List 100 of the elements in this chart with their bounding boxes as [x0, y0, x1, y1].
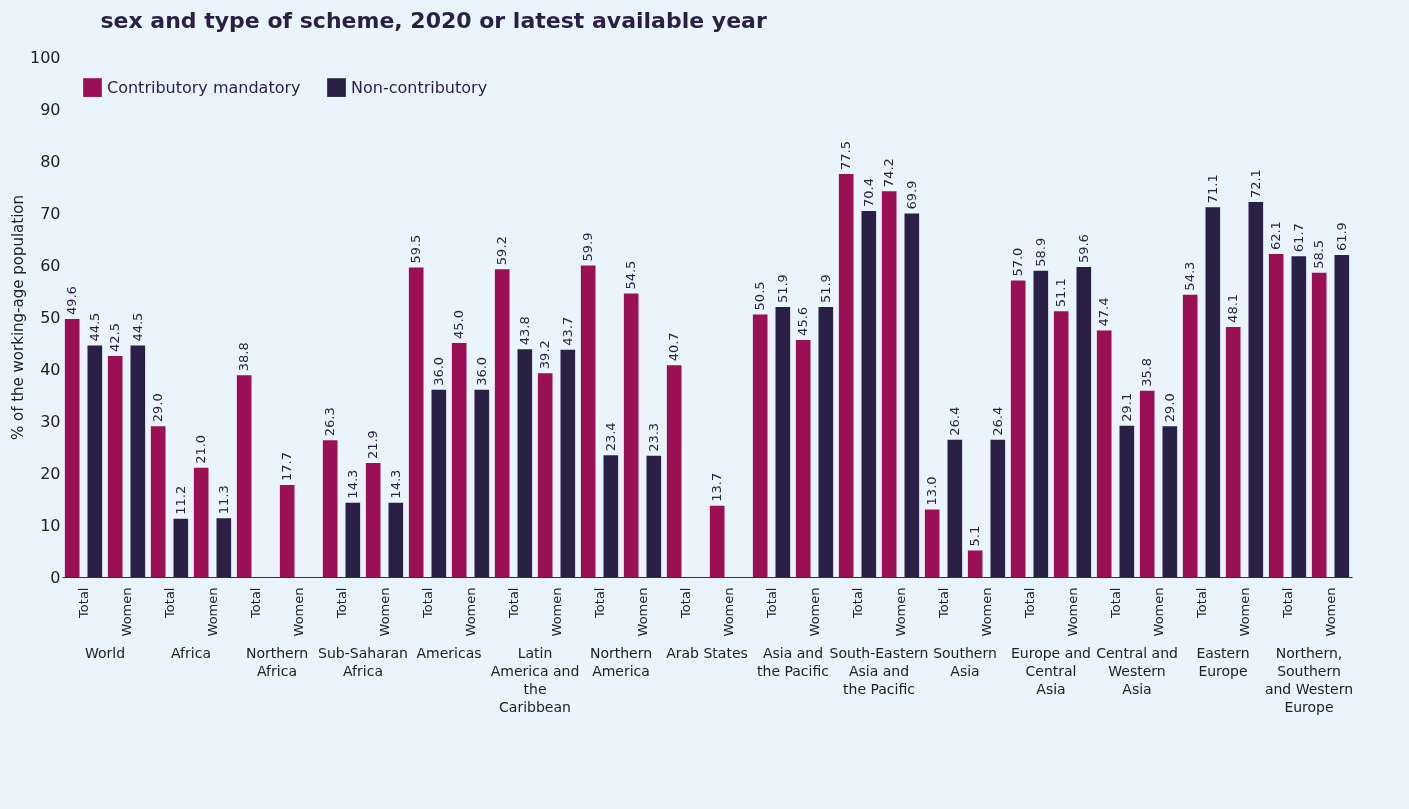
text: South-Eastern Asia and the Pacific [829, 645, 929, 697]
data-label: 59.5 [408, 234, 424, 264]
x-tick-label: Total [677, 587, 693, 619]
data-label: 26.4 [946, 406, 962, 436]
data-label: 5.1 [967, 525, 983, 547]
x-tick-label: Women [1322, 587, 1338, 637]
x-tick-label: Women [892, 587, 908, 637]
bar [87, 345, 103, 577]
bar [560, 349, 576, 577]
x-tick-label: Women [720, 587, 736, 637]
x-tick-label: Total [75, 587, 91, 619]
data-label: 59.2 [494, 236, 510, 266]
data-label: 44.5 [129, 312, 145, 342]
x-tick-label: Total [591, 587, 607, 619]
bar [580, 265, 596, 577]
x-tick-label: Total [505, 587, 521, 619]
data-label: 11.2 [172, 485, 188, 515]
x-tick-label: Women [634, 587, 650, 637]
x-tick-label: Women [290, 587, 306, 637]
data-label: 54.3 [1182, 261, 1198, 291]
data-label: 48.1 [1225, 293, 1241, 323]
bar [838, 174, 854, 577]
text: Arab States [666, 645, 748, 661]
bar [1033, 270, 1049, 577]
bar [1139, 390, 1155, 577]
bar [64, 319, 80, 577]
data-label: 21.0 [193, 434, 209, 464]
bar [150, 426, 166, 577]
data-label: 45.0 [451, 310, 467, 339]
data-label: 39.2 [537, 340, 553, 370]
bar [1053, 311, 1069, 577]
bar [1182, 294, 1198, 577]
bar [1096, 330, 1112, 577]
data-label: 50.5 [752, 281, 768, 311]
text: Northern, Southern and Western Europe [1264, 645, 1354, 715]
y-tick-label: 60 [40, 255, 61, 275]
text: Asia and the Pacific [757, 645, 829, 679]
bar [1010, 280, 1026, 577]
bar [1205, 207, 1221, 577]
data-label: 62.1 [1268, 221, 1284, 251]
x-tick-label: Women [118, 587, 134, 637]
data-label: 43.8 [516, 316, 532, 346]
x-tick-label: Total [1107, 587, 1123, 619]
data-label: 61.7 [1290, 223, 1306, 253]
data-label: 45.6 [795, 306, 811, 336]
y-tick-label: 40 [40, 359, 61, 379]
chart-title: sex and type of scheme, 2020 or latest available year [100, 8, 767, 33]
data-label: 21.9 [365, 430, 381, 460]
bar [431, 389, 447, 577]
x-tick-label: Women [1236, 587, 1252, 637]
bar [924, 509, 940, 577]
data-label: 71.1 [1204, 174, 1220, 204]
data-label: 23.4 [602, 422, 618, 452]
bar [775, 307, 791, 577]
bar [904, 213, 920, 577]
data-label: 77.5 [838, 141, 854, 170]
legend-label: Non-contributory [351, 77, 488, 97]
data-label: 13.7 [709, 472, 725, 502]
y-tick-label: 90 [40, 99, 61, 119]
data-label: 14.3 [344, 469, 360, 499]
x-tick-label: Total [763, 587, 779, 619]
y-tick-label: 100 [29, 47, 61, 67]
data-label: 44.5 [86, 312, 102, 342]
bar [1268, 254, 1284, 577]
data-label: 51.1 [1053, 278, 1069, 308]
bar [474, 389, 490, 577]
text: Europe and Central Asia [1010, 645, 1092, 697]
bar [990, 439, 1006, 577]
x-tick-label: Women [1150, 587, 1166, 637]
data-label: 13.0 [924, 476, 940, 506]
data-label: 54.5 [623, 260, 639, 290]
legend-label: Contributory mandatory [107, 77, 301, 97]
bar [752, 314, 768, 577]
bar [666, 365, 682, 577]
data-label: 59.6 [1075, 234, 1091, 264]
x-tick-label: Women [548, 587, 564, 637]
x-tick-label: Total [333, 587, 349, 619]
bar [130, 345, 146, 577]
data-label: 35.8 [1139, 357, 1155, 387]
x-tick-label: Women [462, 587, 478, 637]
data-label: 40.7 [666, 332, 682, 362]
y-tick-label: 80 [40, 151, 61, 171]
bar [537, 373, 553, 577]
text: Sub-Saharan Africa [318, 645, 408, 679]
bar [451, 343, 467, 577]
bar [193, 467, 209, 577]
bar [967, 550, 983, 577]
text: Americas [416, 645, 482, 661]
data-label: 23.3 [645, 422, 661, 452]
text: World [84, 645, 126, 661]
data-label: 61.9 [1333, 222, 1349, 252]
data-label: 69.9 [903, 180, 919, 210]
data-label: 26.3 [322, 407, 338, 437]
data-label: 42.5 [107, 323, 123, 352]
data-label: 51.9 [774, 274, 790, 304]
text: Southern Asia [933, 645, 997, 679]
data-label: 26.4 [989, 406, 1005, 436]
x-tick-label: Total [1279, 587, 1295, 619]
x-tick-label: Women [1064, 587, 1080, 637]
data-label: 49.6 [64, 286, 80, 316]
